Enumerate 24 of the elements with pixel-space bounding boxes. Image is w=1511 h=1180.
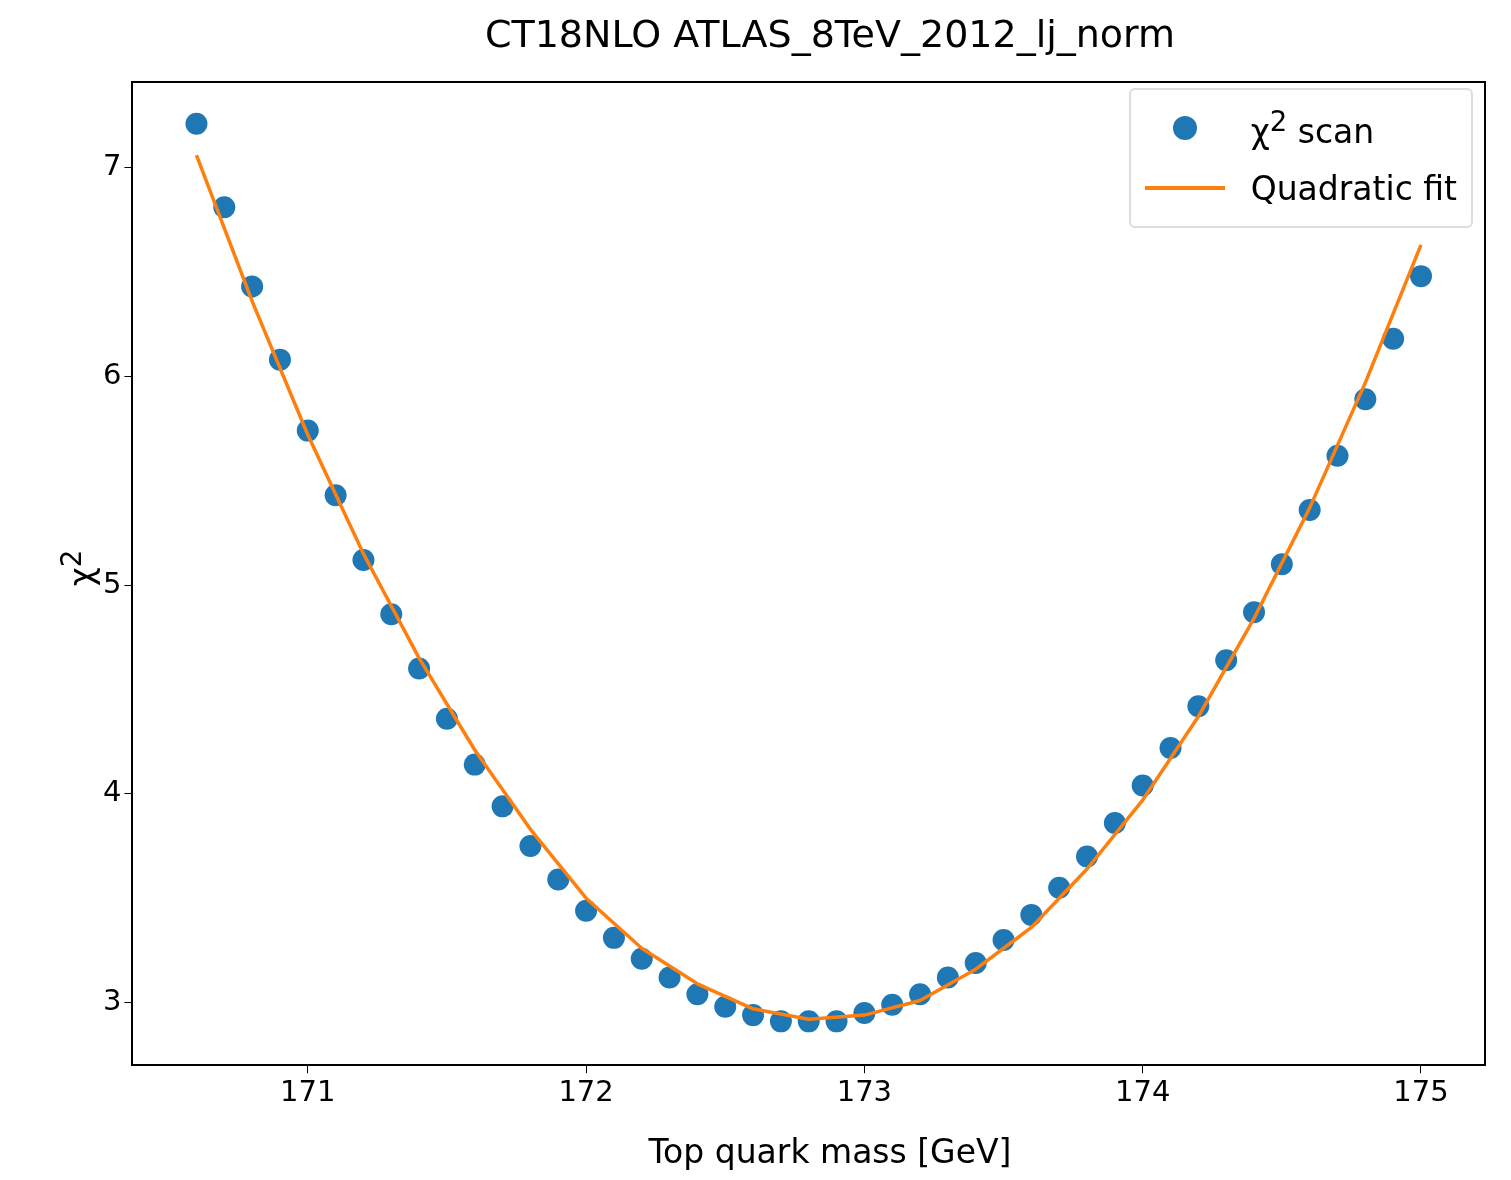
point — [686, 983, 709, 1006]
x-axis-title: Top quark mass [GeV] — [647, 1132, 1013, 1171]
point — [1409, 265, 1432, 288]
y-tick-label: 4 — [103, 774, 122, 809]
y-tick-label: 6 — [103, 356, 122, 391]
y-tick-label: 3 — [103, 983, 122, 1018]
point — [714, 995, 737, 1018]
point — [185, 112, 208, 135]
point — [575, 899, 598, 922]
legend-label: χ$^{2}$ scan — [1250, 105, 1375, 151]
legend-label: Quadratic fit — [1250, 168, 1457, 208]
x-tick-label: 175 — [1393, 1074, 1449, 1109]
y-tick-label: 7 — [103, 148, 122, 183]
point — [658, 966, 681, 989]
x-tick-label: 171 — [280, 1074, 336, 1109]
point — [1382, 327, 1405, 350]
x-tick-label: 172 — [558, 1074, 614, 1109]
point — [519, 835, 542, 858]
point — [547, 868, 570, 891]
point — [602, 926, 625, 949]
y-tick-label: 5 — [103, 565, 122, 600]
chart-title: CT18NLO ATLAS_8TeV_2012_lj_norm — [483, 12, 1177, 56]
x-tick-label: 173 — [836, 1074, 893, 1109]
x-tick-label: 174 — [1115, 1074, 1171, 1109]
